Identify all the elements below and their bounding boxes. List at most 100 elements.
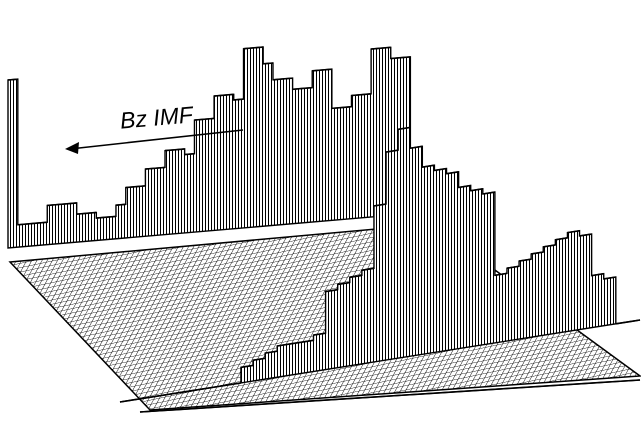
back-profile-point <box>155 166 166 170</box>
back-profile-point <box>86 211 97 215</box>
front-profile-point <box>558 383 571 387</box>
front-profile-point <box>628 379 641 382</box>
back-profile-point <box>331 106 342 110</box>
front-profile-point <box>174 408 187 411</box>
back-profile-point <box>164 148 175 152</box>
middle-profile-point <box>494 272 508 277</box>
front-profile-point <box>500 387 513 390</box>
middle-profile-point <box>410 145 423 150</box>
front-profile-point <box>535 385 548 388</box>
middle-profile-point <box>482 191 496 195</box>
back-profile-point <box>27 222 38 225</box>
front-profile-point <box>291 400 303 404</box>
front-profile-point <box>593 381 606 384</box>
annotation-arrow-line <box>69 129 244 150</box>
middle-profile-point <box>204 385 217 390</box>
middle-profile-point <box>458 184 471 189</box>
back-profile-point <box>302 86 313 90</box>
middle-profile-point <box>518 258 532 262</box>
back-profile-point <box>321 68 332 71</box>
middle-profile-point <box>325 288 338 293</box>
middle-profile-point <box>228 382 242 386</box>
middle-profile-point <box>385 149 399 153</box>
middle-profile-point <box>144 395 157 399</box>
back-profile-point <box>47 203 58 207</box>
middle-profile-point <box>301 339 314 343</box>
front-profile-point <box>279 401 292 404</box>
back-profile-point <box>184 152 195 156</box>
middle-profile-point <box>168 391 181 396</box>
middle-ridge-profile <box>119 126 641 403</box>
middle-profile-point <box>470 188 483 192</box>
front-profile-point <box>221 405 234 408</box>
front-profile-point <box>512 386 524 389</box>
front-profile-point <box>349 397 361 400</box>
back-profile-point <box>390 56 401 60</box>
front-profile-point <box>232 404 245 407</box>
back-profile-point <box>282 77 293 80</box>
back-profile-point <box>272 78 283 81</box>
middle-profile-point <box>543 244 556 248</box>
front-profile-point <box>442 391 455 394</box>
middle-profile-point <box>313 332 326 336</box>
back-profile-point <box>361 93 372 96</box>
middle-profile-point <box>216 384 229 388</box>
front-profile-point <box>546 384 559 387</box>
back-profile-point <box>371 47 381 50</box>
middle-profile-point <box>506 265 520 269</box>
front-profile-point <box>581 382 594 385</box>
middle-profile-point <box>119 399 133 403</box>
middle-profile-point <box>422 164 435 168</box>
front-profile-point <box>523 385 536 389</box>
front-ridge-profile <box>139 379 641 413</box>
back-profile-point <box>341 105 352 109</box>
back-profile-point <box>223 93 234 96</box>
middle-profile-point <box>373 203 387 207</box>
back-profile-point <box>194 118 205 121</box>
middle-profile-point <box>131 397 145 401</box>
middle-profile-point <box>627 319 641 323</box>
front-profile-point <box>605 380 617 384</box>
middle-profile-point <box>240 364 254 369</box>
middle-profile-point <box>567 229 580 234</box>
back-profile-point <box>145 167 156 170</box>
front-profile-point <box>186 407 199 410</box>
back-profile-point <box>204 117 215 121</box>
back-profile-point <box>96 216 107 219</box>
middle-profile-point <box>434 167 447 172</box>
back-profile-point <box>263 62 274 65</box>
back-profile-point <box>174 148 185 151</box>
front-profile-point <box>151 409 164 413</box>
middle-profile-point <box>579 233 592 237</box>
arrowhead-icon <box>65 142 79 154</box>
front-profile-point <box>570 382 582 386</box>
middle-profile-point <box>555 237 568 241</box>
front-profile-point <box>314 399 327 402</box>
front-profile-point <box>477 388 489 392</box>
back-profile-point <box>57 202 67 206</box>
back-profile-point <box>37 221 48 224</box>
front-profile-point <box>139 410 152 413</box>
middle-profile-point <box>398 126 411 131</box>
middle-profile-point <box>252 357 266 362</box>
front-profile-point <box>465 389 478 392</box>
middle-profile-point <box>446 171 459 175</box>
back-profile-point <box>380 46 391 49</box>
front-profile-point <box>488 388 501 391</box>
middle-profile-point <box>264 350 278 354</box>
back-profile-point <box>115 203 126 206</box>
front-profile-point <box>209 405 222 409</box>
front-profile-point <box>267 402 280 405</box>
front-profile-point <box>616 379 629 383</box>
middle-profile-point <box>531 251 544 255</box>
back-profile-point <box>351 93 362 97</box>
front-profile-point <box>256 403 268 406</box>
front-profile-point <box>395 394 408 397</box>
annotation-label: Bz IMF <box>119 101 196 133</box>
back-profile-point <box>214 94 224 97</box>
middle-profile-point <box>591 272 604 277</box>
front-profile-point <box>198 406 210 410</box>
front-profile-point <box>384 394 396 398</box>
middle-profile-point <box>361 267 375 272</box>
